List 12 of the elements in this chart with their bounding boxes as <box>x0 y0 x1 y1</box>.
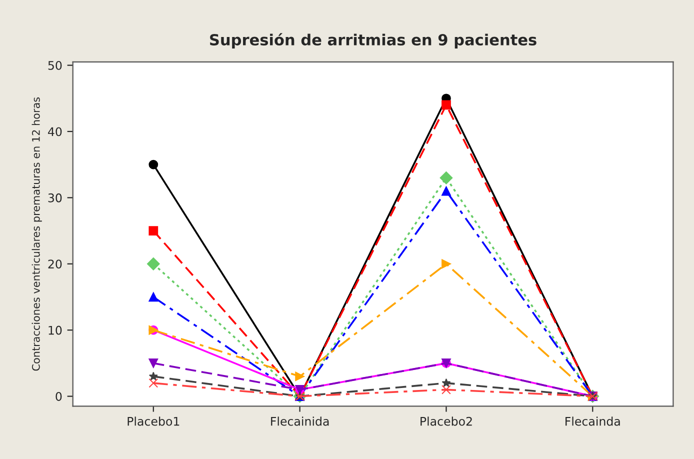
y-tick-label: 40 <box>48 127 62 136</box>
x-tick-label: Flecainda <box>566 416 620 426</box>
y-tick-label: 50 <box>48 61 62 70</box>
y-tick-label: 20 <box>48 260 62 269</box>
x-tick-label: Placebo2 <box>420 416 472 426</box>
x-tick-label: Flecainida <box>271 416 329 426</box>
y-tick-label: 30 <box>48 193 62 202</box>
y-tick-label: 10 <box>48 326 62 335</box>
chart-title: Supresión de arritmias en 9 pacientes <box>210 33 536 48</box>
y-axis-title: Contracciones ventriculares prematuras en 12 horas <box>32 97 42 371</box>
x-tick-label: Placebo1 <box>128 416 180 426</box>
y-tick-label: 0 <box>56 392 62 401</box>
